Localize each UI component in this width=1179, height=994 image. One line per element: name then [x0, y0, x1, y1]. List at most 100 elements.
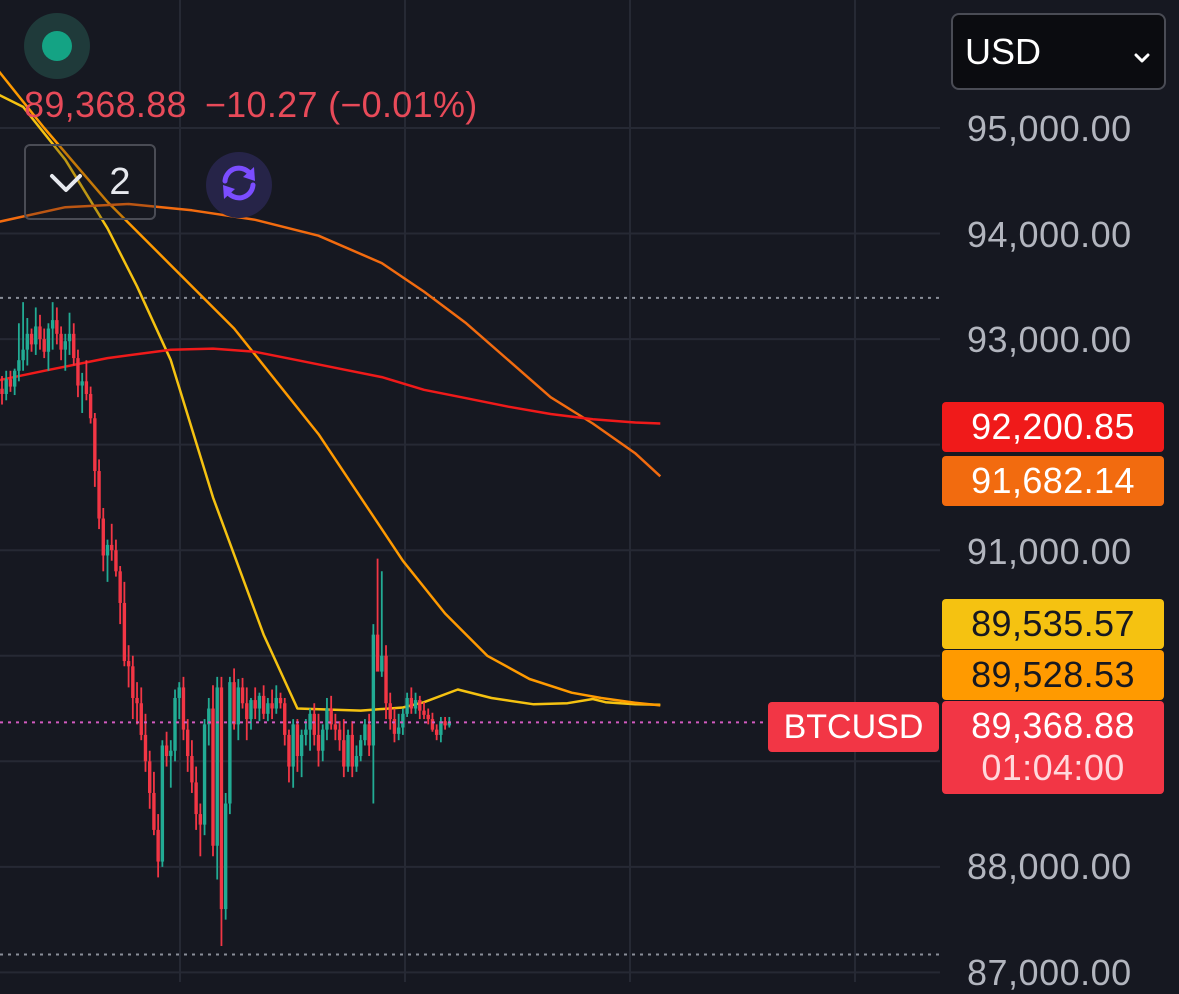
candle-body	[194, 782, 198, 815]
candle-body	[236, 687, 241, 725]
currency-select[interactable]: USD	[951, 13, 1166, 90]
candle-body	[430, 719, 435, 730]
candle-body	[101, 518, 105, 556]
candle-body	[202, 724, 207, 825]
moving-average-line	[0, 93, 661, 712]
candle-body	[409, 697, 414, 709]
candle-body	[80, 381, 84, 386]
candle-body	[363, 724, 367, 741]
candle-body	[375, 634, 380, 672]
price-axis-label: 91,000.00	[967, 531, 1132, 572]
price-change: −10.27 (−0.01%)	[204, 84, 478, 125]
candle-body	[380, 655, 384, 672]
candle-body	[312, 713, 316, 735]
candle-body	[181, 687, 186, 730]
candle-body	[50, 320, 55, 329]
candle-body	[211, 708, 215, 846]
candle-body	[418, 700, 422, 711]
candle-body	[46, 328, 51, 352]
candle-body	[219, 687, 224, 910]
status-indicator[interactable]	[24, 13, 90, 79]
candle-body	[240, 687, 245, 704]
candle-body	[42, 339, 46, 352]
candle-body	[413, 700, 418, 709]
candle-body	[63, 341, 67, 350]
candle-body	[76, 358, 80, 386]
candle-body	[346, 734, 350, 767]
candle-body	[173, 697, 177, 751]
ma-price-tag-red: 92,200.85	[942, 402, 1164, 452]
moving-average-line	[0, 70, 661, 707]
candle-body	[84, 381, 89, 394]
price-axis-label: 93,000.00	[967, 319, 1132, 360]
candle-body	[422, 710, 426, 715]
candle-body	[329, 708, 333, 725]
candle-body	[350, 734, 354, 767]
currency-value: USD	[965, 30, 1042, 72]
symbol-tag: BTCUSD	[768, 702, 939, 752]
candle-body	[164, 745, 169, 757]
candle-body	[228, 682, 232, 804]
bar-countdown: 01:04:00	[981, 747, 1125, 788]
candle-body	[131, 666, 135, 698]
candle-body	[359, 740, 363, 757]
refresh-button[interactable]	[206, 152, 272, 218]
candle-body	[160, 745, 165, 862]
candle-body	[156, 829, 160, 862]
candle-body	[29, 333, 34, 345]
candle-body	[291, 724, 295, 767]
candle-body	[396, 727, 401, 734]
candle-body	[392, 719, 397, 734]
candle-body	[283, 703, 287, 735]
candle-body	[215, 687, 219, 846]
candle-body	[88, 393, 93, 419]
collapse-indicators-button[interactable]: 2	[24, 144, 156, 220]
candle-body	[17, 360, 21, 371]
price-axis-label: 87,000.00	[967, 952, 1132, 993]
candle-body	[434, 729, 439, 735]
candle-body	[342, 740, 346, 767]
candle-body	[190, 756, 194, 783]
candle-body	[12, 370, 17, 387]
candle-body	[97, 471, 101, 519]
status-dot-icon	[42, 31, 72, 61]
candle-body	[388, 703, 392, 720]
candle-body	[152, 792, 156, 830]
last-price-tag: 89,368.88 01:04:00	[942, 701, 1164, 794]
candle-body	[59, 333, 63, 350]
candle-body	[266, 703, 270, 714]
candle-body	[122, 602, 127, 662]
candle-body	[67, 333, 72, 342]
chevron-down-icon	[49, 161, 83, 204]
candle-body	[257, 695, 262, 709]
price-quote: 89,368.88 −10.27 (−0.01%)	[24, 84, 478, 126]
candle-body	[299, 734, 304, 757]
price-axis-label: 88,000.00	[967, 846, 1132, 887]
candle-body	[4, 379, 8, 394]
candle-body	[278, 697, 283, 704]
candle-body	[118, 571, 122, 603]
candle-body	[439, 721, 443, 735]
candle-body	[72, 333, 76, 359]
candle-body	[25, 333, 30, 350]
candle-body	[295, 724, 300, 757]
price-axis-label: 95,000.00	[967, 108, 1132, 149]
candle-body	[135, 697, 139, 704]
candle-body	[308, 713, 312, 730]
candle-body	[367, 724, 371, 746]
candle-body	[198, 814, 203, 825]
price-axis-label: 94,000.00	[967, 214, 1132, 255]
candle-body	[55, 320, 59, 334]
indicator-count: 2	[109, 160, 131, 203]
candle-body	[261, 695, 266, 714]
candle-body	[34, 326, 38, 345]
candle-body	[223, 803, 228, 910]
candle-body	[245, 703, 249, 720]
candle-body	[371, 634, 376, 746]
candle-body	[249, 700, 253, 720]
candle-body	[93, 418, 97, 472]
candle-body	[401, 713, 405, 728]
chevron-down-icon	[1134, 31, 1150, 73]
candle-body	[143, 734, 148, 762]
